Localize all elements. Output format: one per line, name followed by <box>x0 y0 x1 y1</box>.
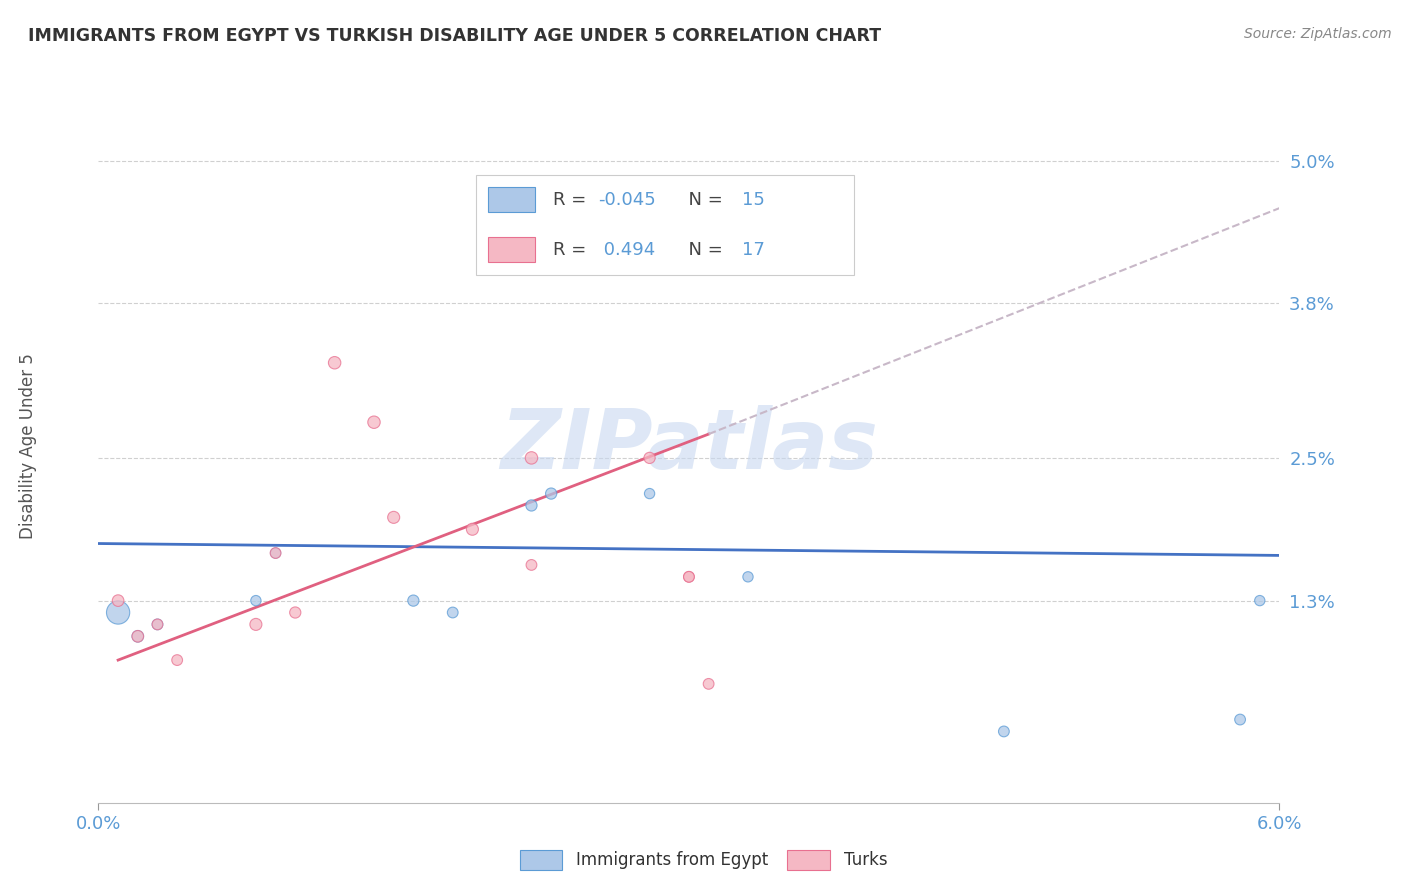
Text: R =: R = <box>553 191 592 209</box>
Point <box>107 606 129 620</box>
Point <box>127 629 149 643</box>
Point <box>441 606 464 620</box>
Point <box>520 450 543 465</box>
FancyBboxPatch shape <box>477 175 855 275</box>
Point <box>540 486 562 500</box>
Point <box>264 546 287 560</box>
Point <box>245 593 267 607</box>
Text: Disability Age Under 5: Disability Age Under 5 <box>18 353 37 539</box>
Text: 15: 15 <box>742 191 765 209</box>
Point <box>638 486 661 500</box>
Text: 17: 17 <box>742 241 765 259</box>
Point <box>1229 713 1251 727</box>
Text: IMMIGRANTS FROM EGYPT VS TURKISH DISABILITY AGE UNDER 5 CORRELATION CHART: IMMIGRANTS FROM EGYPT VS TURKISH DISABIL… <box>28 27 882 45</box>
Point <box>146 617 169 632</box>
Point <box>737 570 759 584</box>
Text: Turks: Turks <box>844 851 887 869</box>
Point <box>993 724 1015 739</box>
Text: Source: ZipAtlas.com: Source: ZipAtlas.com <box>1244 27 1392 41</box>
Point <box>127 629 149 643</box>
Bar <box>488 187 536 212</box>
Point <box>520 558 543 572</box>
Point <box>461 522 484 536</box>
Text: 0.494: 0.494 <box>598 241 655 259</box>
Point <box>737 249 759 263</box>
Text: N =: N = <box>678 241 728 259</box>
Point <box>678 570 700 584</box>
Point <box>678 570 700 584</box>
Text: R =: R = <box>553 241 592 259</box>
Point <box>382 510 405 524</box>
Point <box>166 653 188 667</box>
Text: N =: N = <box>678 191 728 209</box>
Point <box>1249 593 1271 607</box>
Point <box>264 546 287 560</box>
Point <box>363 415 385 429</box>
Point <box>520 499 543 513</box>
Point <box>323 356 346 370</box>
Point <box>245 617 267 632</box>
Text: -0.045: -0.045 <box>598 191 655 209</box>
Text: ZIPatlas: ZIPatlas <box>501 406 877 486</box>
Point <box>697 677 720 691</box>
Point <box>107 593 129 607</box>
Text: Immigrants from Egypt: Immigrants from Egypt <box>576 851 769 869</box>
Point <box>146 617 169 632</box>
Point <box>402 593 425 607</box>
Point <box>638 450 661 465</box>
Point <box>284 606 307 620</box>
Bar <box>488 237 536 262</box>
